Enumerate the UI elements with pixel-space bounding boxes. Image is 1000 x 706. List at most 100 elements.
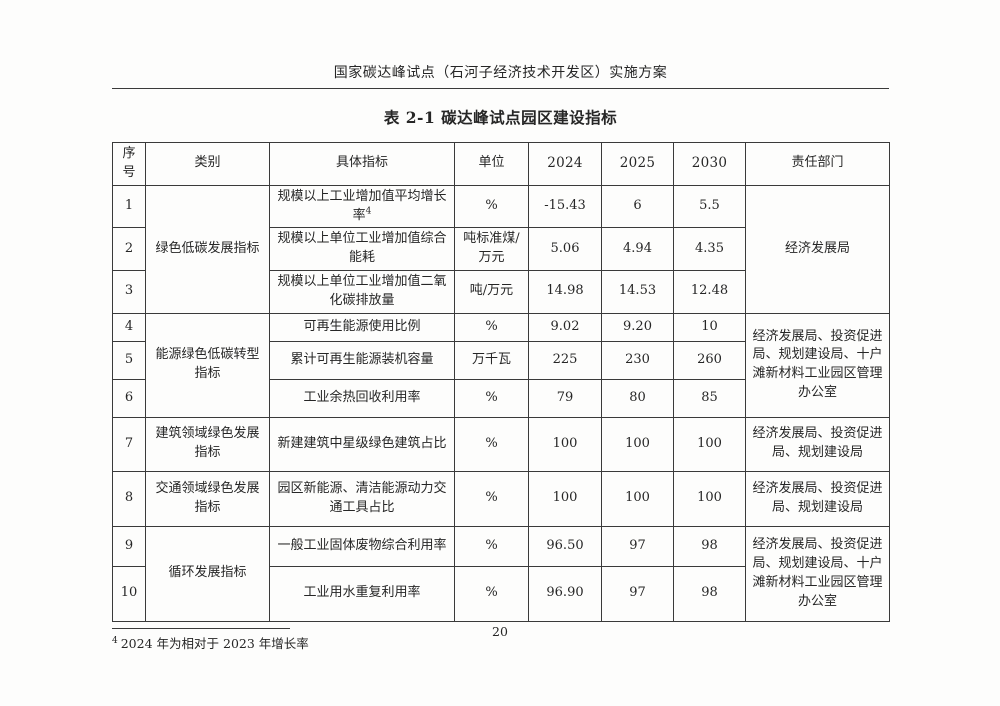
cell-2024: 14.98 <box>528 270 602 314</box>
cell-indicator: 园区新能源、清洁能源动力交通工具占比 <box>269 470 455 527</box>
running-header-title: 国家碳达峰试点（石河子经济技术开发区）实施方案 <box>333 65 668 81</box>
cell-2025: 4.94 <box>601 227 674 272</box>
indicators-table: 序号 类别 具体指标 单位 2024 2025 2030 责任部门 1 绿色低碳… <box>112 142 890 622</box>
cell-no: 8 <box>112 470 146 527</box>
table-row: 7 建筑领域绿色发展指标 新建建筑中星级绿色建筑占比 % 100 100 100… <box>112 416 890 472</box>
cell-no: 6 <box>112 378 146 418</box>
table-row: 1 绿色低碳发展指标 规模以上工业增加值平均增长率4 % -15.43 6 5.… <box>112 184 890 314</box>
cell-2024: 9.02 <box>528 312 602 342</box>
cell-unit: % <box>454 416 529 472</box>
cell-2030: 4.35 <box>673 227 746 272</box>
header-responsibility: 责任部门 <box>745 142 890 186</box>
cell-2024: 96.90 <box>528 565 602 622</box>
footnote-text: 2024 年为相对于 2023 年增长率 <box>120 635 309 651</box>
header-indicator: 具体指标 <box>269 142 455 186</box>
cell-category: 循环发展指标 <box>145 525 270 622</box>
cell-2025: 100 <box>601 470 674 527</box>
cell-category: 能源绿色低碳转型指标 <box>145 312 270 418</box>
cell-indicator: 规模以上工业增加值平均增长率4 <box>269 184 455 229</box>
cell-no: 3 <box>112 270 146 314</box>
cell-unit: 吨/万元 <box>454 270 529 314</box>
cell-no: 1 <box>112 184 146 229</box>
cell-indicator: 规模以上单位工业增加值综合能耗 <box>269 227 455 272</box>
cell-2024: -15.43 <box>528 184 602 229</box>
cell-2025: 230 <box>601 340 674 380</box>
cell-2024: 100 <box>528 470 602 527</box>
cell-responsibility: 经济发展局、投资促进局、规划建设局 <box>745 416 890 472</box>
cell-unit: % <box>454 378 529 418</box>
cell-2030: 260 <box>673 340 746 380</box>
cell-2024: 225 <box>528 340 602 380</box>
cell-unit: % <box>454 312 529 342</box>
cell-unit: % <box>454 470 529 527</box>
header-no: 序号 <box>112 142 146 186</box>
cell-2025: 9.20 <box>601 312 674 342</box>
cell-2024: 100 <box>528 416 602 472</box>
table-row: 6 工业余热回收利用率 % 79 80 85 <box>112 378 890 418</box>
footnote: 4 2024 年为相对于 2023 年增长率 <box>112 633 889 652</box>
cell-2030: 100 <box>673 470 746 527</box>
footnote-reference: 4 <box>365 206 372 217</box>
cell-unit: % <box>454 184 529 229</box>
cell-no: 4 <box>112 312 146 342</box>
header-2025: 2025 <box>601 142 674 186</box>
cell-no: 10 <box>112 565 146 622</box>
table-row: 2 规模以上单位工业增加值综合能耗 吨标准煤/万元 5.06 4.94 4.35 <box>112 227 890 272</box>
footnote-separator <box>112 627 290 629</box>
table-row: 9 循环发展指标 一般工业固体废物综合利用率 % 96.50 97 98 经济发… <box>112 525 890 622</box>
header-category: 类别 <box>145 142 270 186</box>
cell-unit: 吨标准煤/万元 <box>454 227 529 272</box>
table-row: 4 能源绿色低碳转型指标 可再生能源使用比例 % 9.02 9.20 10 经济… <box>112 312 890 418</box>
cell-2030: 100 <box>673 416 746 472</box>
cell-2025: 97 <box>601 525 674 567</box>
cell-2024: 5.06 <box>528 227 602 272</box>
cell-indicator: 工业用水重复利用率 <box>269 565 455 622</box>
cell-indicator: 新建建筑中星级绿色建筑占比 <box>269 416 455 472</box>
cell-no: 7 <box>112 416 146 472</box>
cell-2024: 96.50 <box>528 525 602 567</box>
cell-2025: 100 <box>601 416 674 472</box>
cell-unit: 万千瓦 <box>454 340 529 380</box>
cell-no: 9 <box>112 525 146 567</box>
cell-2030: 85 <box>673 378 746 418</box>
cell-indicator: 累计可再生能源装机容量 <box>269 340 455 380</box>
cell-category: 绿色低碳发展指标 <box>145 184 270 314</box>
cell-2025: 97 <box>601 565 674 622</box>
cell-2025: 80 <box>601 378 674 418</box>
cell-category: 交通领域绿色发展指标 <box>145 470 270 527</box>
table-row: 5 累计可再生能源装机容量 万千瓦 225 230 260 <box>112 340 890 380</box>
cell-2030: 5.5 <box>673 184 746 229</box>
cell-2024: 79 <box>528 378 602 418</box>
header-2030: 2030 <box>673 142 746 186</box>
cell-2030: 98 <box>673 525 746 567</box>
cell-responsibility: 经济发展局、投资促进局、规划建设局、十户滩新材料工业园区管理办公室 <box>745 525 890 622</box>
cell-unit: % <box>454 565 529 622</box>
cell-2030: 98 <box>673 565 746 622</box>
cell-indicator: 工业余热回收利用率 <box>269 378 455 418</box>
cell-no: 2 <box>112 227 146 272</box>
header-2024: 2024 <box>528 142 602 186</box>
cell-no: 5 <box>112 340 146 380</box>
cell-2030: 12.48 <box>673 270 746 314</box>
header-unit: 单位 <box>454 142 529 186</box>
table-row: 8 交通领域绿色发展指标 园区新能源、清洁能源动力交通工具占比 % 100 10… <box>112 470 890 527</box>
cell-category: 建筑领域绿色发展指标 <box>145 416 270 472</box>
cell-responsibility: 经济发展局、投资促进局、规划建设局 <box>745 470 890 527</box>
table-row: 10 工业用水重复利用率 % 96.90 97 98 <box>112 565 890 622</box>
cell-2030: 10 <box>673 312 746 342</box>
cell-indicator: 规模以上单位工业增加值二氧化碳排放量 <box>269 270 455 314</box>
footnote-marker: 4 <box>112 635 118 646</box>
cell-indicator: 一般工业固体废物综合利用率 <box>269 525 455 567</box>
running-header: 国家碳达峰试点（石河子经济技术开发区）实施方案 <box>112 62 889 89</box>
table-header-row: 序号 类别 具体指标 单位 2024 2025 2030 责任部门 <box>112 142 890 186</box>
page-number: 20 <box>492 624 508 639</box>
cell-2025: 14.53 <box>601 270 674 314</box>
table-title: 表 2-1 碳达峰试点园区建设指标 <box>383 108 618 127</box>
cell-indicator: 可再生能源使用比例 <box>269 312 455 342</box>
cell-unit: % <box>454 525 529 567</box>
cell-responsibility: 经济发展局、投资促进局、规划建设局、十户滩新材料工业园区管理办公室 <box>745 312 890 418</box>
page-content: 国家碳达峰试点（石河子经济技术开发区）实施方案 表 2-1 碳达峰试点园区建设指… <box>112 0 890 652</box>
cell-responsibility: 经济发展局 <box>745 184 890 314</box>
cell-2025: 6 <box>601 184 674 229</box>
